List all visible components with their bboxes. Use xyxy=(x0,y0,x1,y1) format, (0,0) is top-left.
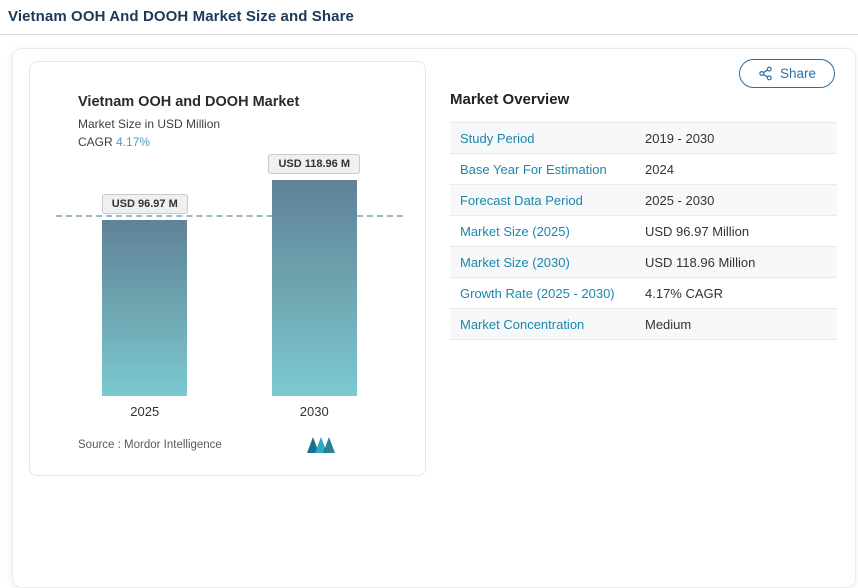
table-row: Market Size (2030) USD 118.96 Million xyxy=(450,247,837,278)
title-divider xyxy=(0,34,858,35)
overview-row-label[interactable]: Growth Rate (2025 - 2030) xyxy=(460,285,615,301)
overview-row-label[interactable]: Forecast Data Period xyxy=(460,192,583,208)
source-label: Source : xyxy=(78,439,121,451)
page-title: Vietnam OOH And DOOH Market Size and Sha… xyxy=(8,8,354,25)
chart-title: Vietnam OOH and DOOH Market xyxy=(78,94,300,110)
overview-row-label[interactable]: Base Year For Estimation xyxy=(460,161,607,177)
table-row: Study Period 2019 - 2030 xyxy=(450,123,837,154)
source-text: Source : Mordor Intelligence xyxy=(78,439,222,451)
bar-group-2025[interactable]: USD 96.97 M xyxy=(80,194,210,396)
bar-value-label-2030: USD 118.96 M xyxy=(268,154,361,174)
market-overview-section: Market Overview Study Period 2019 - 2030… xyxy=(450,61,839,476)
overview-row-value: 2019 - 2030 xyxy=(645,130,715,146)
bar-2025[interactable] xyxy=(102,220,188,396)
table-row: Growth Rate (2025 - 2030) 4.17% CAGR xyxy=(450,278,837,309)
chart-subtitle: Market Size in USD Million xyxy=(78,117,221,131)
chart-header: Vietnam OOH and DOOH Market Market Size … xyxy=(30,62,425,149)
overview-row-value: USD 118.96 Million xyxy=(645,254,756,270)
source-row: Source : Mordor Intelligence xyxy=(78,437,401,453)
overview-row-value: 2025 - 2030 xyxy=(645,192,715,208)
overview-row-label[interactable]: Market Size (2030) xyxy=(460,254,570,270)
share-icon xyxy=(758,66,773,81)
overview-heading: Market Overview xyxy=(450,91,570,108)
cagr-label: CAGR xyxy=(78,135,113,149)
share-button[interactable]: Share xyxy=(738,59,835,88)
overview-row-value: 4.17% CAGR xyxy=(645,285,724,301)
bar-value-label-2025: USD 96.97 M xyxy=(101,194,188,214)
bar-group-2030[interactable]: USD 118.96 M xyxy=(249,154,379,396)
overview-row-value: Medium xyxy=(645,316,692,332)
cagr-value: 4.17% xyxy=(116,135,151,149)
chart-cagr: CAGR 4.17% xyxy=(78,135,425,149)
overview-row-value: USD 96.97 Million xyxy=(645,223,750,239)
table-row: Forecast Data Period 2025 - 2030 xyxy=(450,185,837,216)
overview-table: Study Period 2019 - 2030 Base Year For E… xyxy=(450,122,837,340)
source-value: Mordor Intelligence xyxy=(124,439,222,451)
x-tick-2030: 2030 xyxy=(299,404,329,419)
overview-row-value: 2024 xyxy=(645,161,674,177)
plot-area: USD 96.97 M USD 118.96 M xyxy=(56,151,403,396)
table-row: Market Concentration Medium xyxy=(450,309,837,340)
bar-2030[interactable] xyxy=(271,180,357,396)
overview-row-label[interactable]: Study Period xyxy=(460,130,535,146)
report-card: Share Vietnam OOH and DOOH Market Market… xyxy=(12,48,856,588)
threshold-line xyxy=(56,215,403,217)
x-axis: 2025 2030 xyxy=(60,404,399,419)
chart-panel: Vietnam OOH and DOOH Market Market Size … xyxy=(29,61,426,476)
mordor-intelligence-logo xyxy=(307,437,335,453)
overview-row-label[interactable]: Market Concentration xyxy=(460,316,585,332)
x-tick-2025: 2025 xyxy=(130,404,160,419)
overview-row-label[interactable]: Market Size (2025) xyxy=(460,223,570,239)
share-label: Share xyxy=(779,66,816,81)
table-row: Base Year For Estimation 2024 xyxy=(450,154,837,185)
table-row: Market Size (2025) USD 96.97 Million xyxy=(450,216,837,247)
